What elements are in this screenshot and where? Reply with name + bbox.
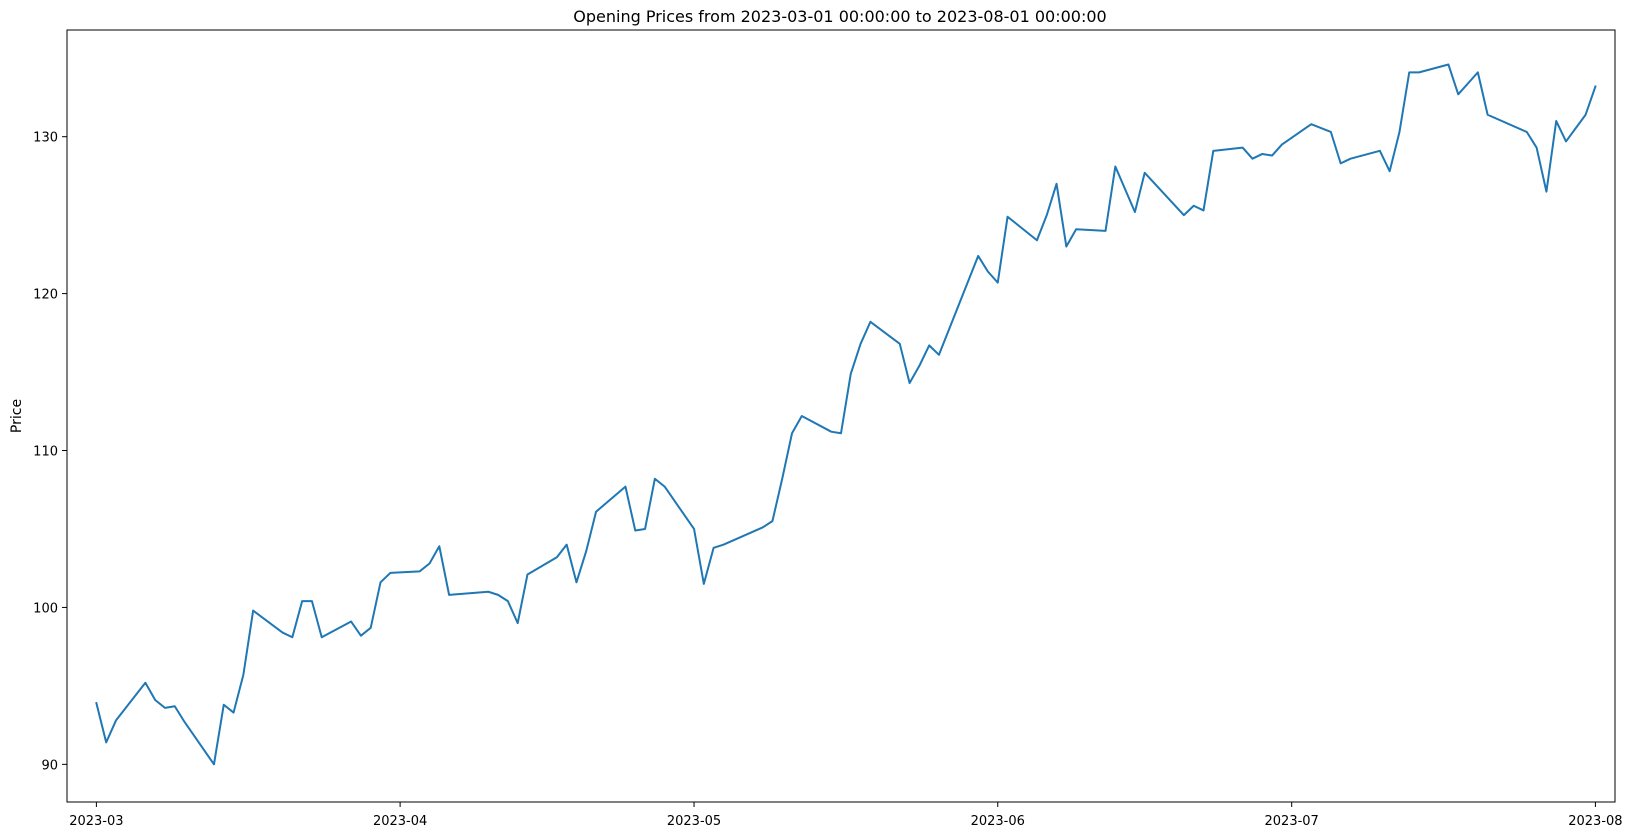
series-line-0	[95, 63, 1597, 766]
x-tick-label: 2023-08	[1568, 814, 1622, 829]
x-tick-label: 2023-04	[373, 814, 427, 829]
y-tick-label: 110	[33, 445, 58, 460]
plot-frame	[66, 29, 1616, 803]
y-tick-label: 120	[33, 288, 58, 303]
x-tick-label: 2023-07	[1265, 814, 1319, 829]
y-tick-label: 100	[33, 601, 58, 616]
y-axis-label: Price	[9, 399, 25, 433]
x-tick-label: 2023-05	[667, 814, 721, 829]
x-tick-label: 2023-06	[971, 814, 1025, 829]
chart-title: Opening Prices from 2023-03-01 00:00:00 …	[573, 7, 1106, 26]
x-tick-label: 2023-03	[69, 814, 123, 829]
y-tick-label: 130	[33, 131, 58, 146]
y-tick-label: 90	[41, 758, 58, 773]
plot-area: 2023-03 2023-04 2023-05 2023-06 2023-07 2023-…	[33, 29, 1623, 829]
